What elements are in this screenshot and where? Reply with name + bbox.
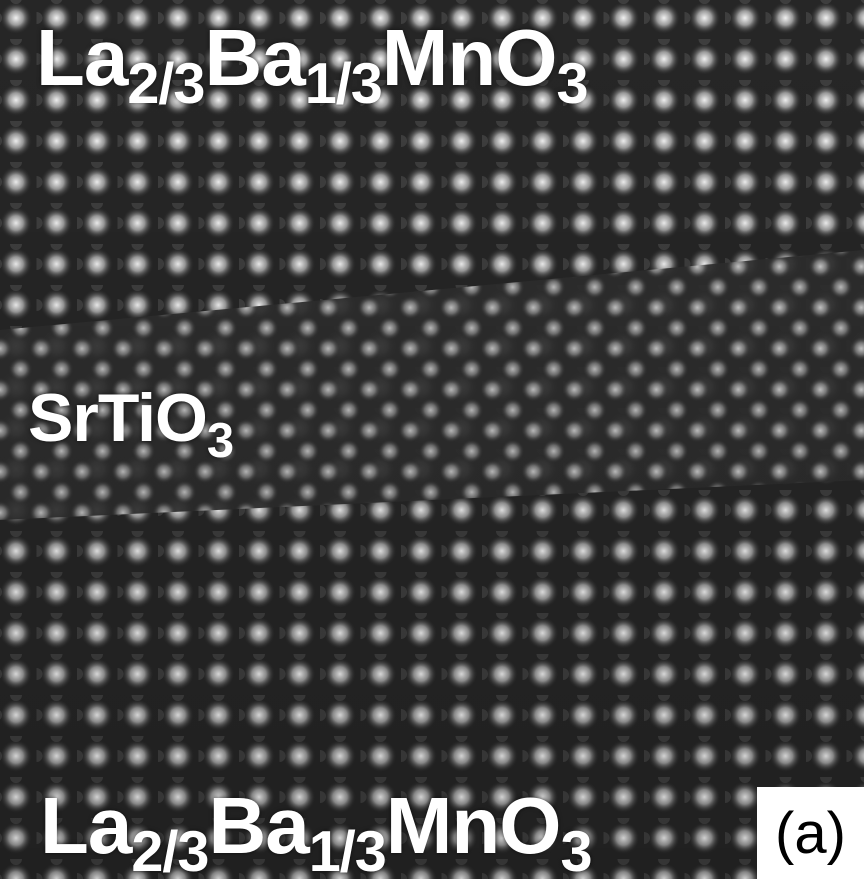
subscript: 1/3 (309, 820, 386, 879)
formula-text: La (40, 781, 131, 870)
formula-text: Ba (208, 781, 308, 870)
subscript: 3 (561, 820, 592, 879)
micrograph: La2/3Ba1/3MnO3 SrTiO3 La2/3Ba1/3MnO3 (a) (0, 0, 864, 879)
subscript: 3 (207, 414, 233, 468)
top-label: La2/3Ba1/3MnO3 (36, 18, 588, 98)
formula-text: La (36, 13, 127, 102)
subscript: 2/3 (127, 52, 204, 116)
subscript: 2/3 (131, 820, 208, 879)
middle-label: SrTiO3 (28, 384, 233, 452)
formula-text: SrTiO (28, 380, 207, 456)
formula-text: MnO (382, 13, 557, 102)
subscript: 3 (557, 52, 588, 116)
formula-text: MnO (386, 781, 561, 870)
panel-label: (a) (757, 787, 864, 879)
bottom-label: La2/3Ba1/3MnO3 (40, 786, 592, 866)
subscript: 1/3 (305, 52, 382, 116)
formula-text: Ba (204, 13, 304, 102)
